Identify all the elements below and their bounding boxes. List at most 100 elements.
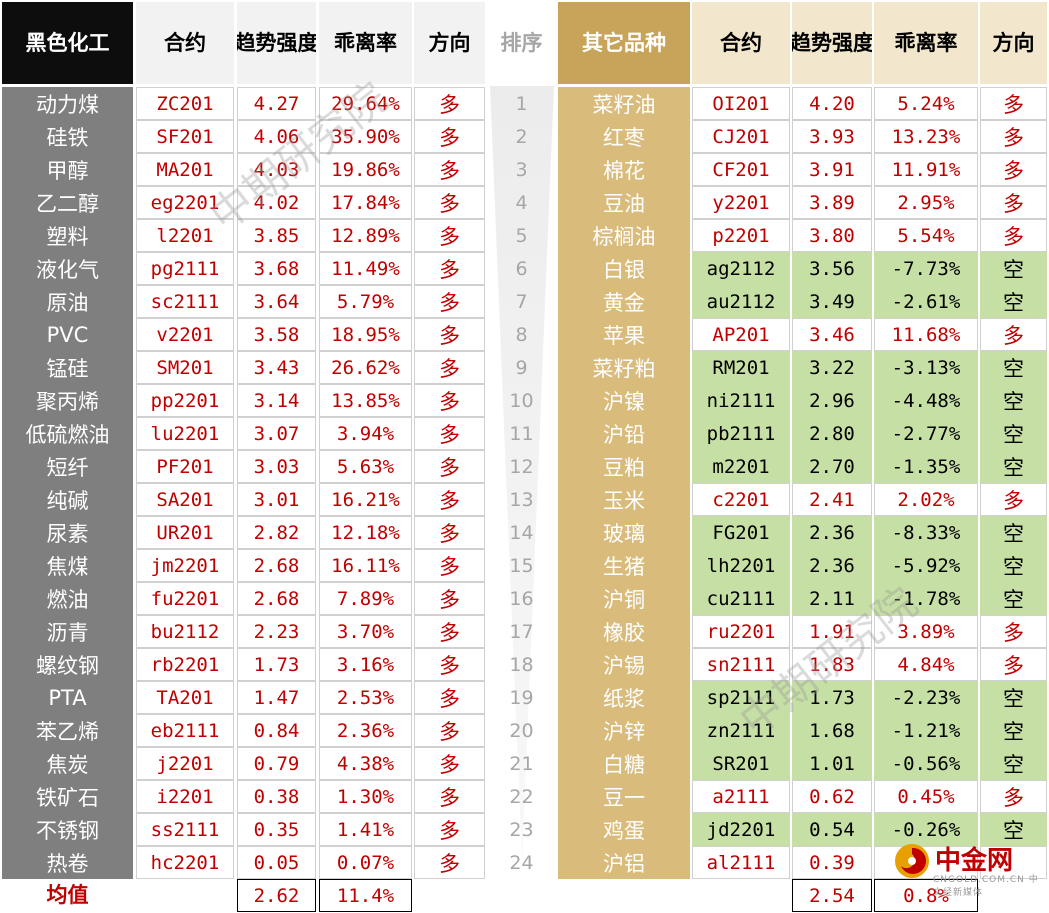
left-row-direction: 多	[414, 87, 485, 120]
right-header-deviation: 乖离率	[874, 2, 978, 84]
left-average-deviation: 11.4%	[319, 879, 412, 912]
left-row-contract: lu2201	[136, 417, 234, 450]
left-row-direction: 多	[414, 252, 485, 285]
right-row-contract: au2112	[692, 285, 790, 318]
right-row-name: 沪铜	[558, 582, 690, 615]
left-row-name: 不锈钢	[2, 813, 133, 846]
rank-header: 排序	[486, 2, 557, 84]
left-row-deviation: 3.16%	[319, 648, 412, 681]
right-row-name: 菜籽油	[558, 87, 690, 120]
right-row-direction: 空	[980, 813, 1047, 846]
right-row-trend: 3.56	[792, 252, 872, 285]
right-row-deviation: -3.13%	[874, 351, 978, 384]
left-row-direction: 多	[414, 516, 485, 549]
left-row-contract: eb2111	[136, 714, 234, 747]
right-row-deviation: -5.92%	[874, 549, 978, 582]
left-header-trend: 趋势强度	[237, 2, 316, 84]
left-row-contract: ss2111	[136, 813, 234, 846]
left-row-deviation: 13.85%	[319, 384, 412, 417]
left-row-direction: 多	[414, 450, 485, 483]
right-row-name: 沪铝	[558, 846, 690, 879]
right-row-direction: 空	[980, 516, 1047, 549]
right-row-name: 沪铅	[558, 417, 690, 450]
left-row-trend: 3.85	[237, 219, 316, 252]
left-row-name: 短纤	[2, 450, 133, 483]
rank-number: 3	[515, 158, 528, 181]
right-row-contract: ag2112	[692, 252, 790, 285]
right-row-contract: a2111	[692, 780, 790, 813]
right-row-deviation: 0.45%	[874, 780, 978, 813]
rank-number: 15	[509, 554, 534, 577]
left-row-direction: 多	[414, 648, 485, 681]
left-row-trend: 3.14	[237, 384, 316, 417]
right-average-trend: 2.54	[792, 879, 872, 912]
left-row-deviation: 5.63%	[319, 450, 412, 483]
right-row-trend: 3.46	[792, 318, 872, 351]
left-row-contract: sc2111	[136, 285, 234, 318]
right-row-direction: 多	[980, 648, 1047, 681]
left-row-contract: pp2201	[136, 384, 234, 417]
right-row-contract: y2201	[692, 186, 790, 219]
left-row-contract: PF201	[136, 450, 234, 483]
rank-number: 8	[515, 323, 528, 346]
right-row-name: 白银	[558, 252, 690, 285]
right-row-deviation: 2.95%	[874, 186, 978, 219]
left-row-contract: i2201	[136, 780, 234, 813]
left-row-name: 乙二醇	[2, 186, 133, 219]
right-row-direction: 空	[980, 714, 1047, 747]
right-row-trend: 3.80	[792, 219, 872, 252]
right-row-name: 菜籽粕	[558, 351, 690, 384]
right-row-name: 白糖	[558, 747, 690, 780]
right-row-name: 黄金	[558, 285, 690, 318]
left-row-direction: 多	[414, 318, 485, 351]
right-row-direction: 空	[980, 384, 1047, 417]
left-row-trend: 2.82	[237, 516, 316, 549]
left-row-deviation: 11.49%	[319, 252, 412, 285]
right-row-deviation: -2.77%	[874, 417, 978, 450]
right-row-trend: 2.36	[792, 549, 872, 582]
right-row-contract: m2201	[692, 450, 790, 483]
left-row-deviation: 0.07%	[319, 846, 412, 879]
left-row-deviation: 35.90%	[319, 120, 412, 153]
left-header-contract: 合约	[136, 2, 234, 84]
right-row-direction: 多	[980, 153, 1047, 186]
right-row-name: 纸浆	[558, 681, 690, 714]
right-row-deviation: -0.56%	[874, 747, 978, 780]
right-row-contract: sn2111	[692, 648, 790, 681]
left-row-direction: 多	[414, 813, 485, 846]
left-row-direction: 多	[414, 747, 485, 780]
right-row-name: 棉花	[558, 153, 690, 186]
rank-number: 9	[515, 356, 528, 379]
left-row-trend: 3.64	[237, 285, 316, 318]
left-row-name: 螺纹钢	[2, 648, 133, 681]
left-header-category: 黑色化工	[2, 2, 133, 84]
logo: 中金网 CNGOLD.COM.CN 中文经新媒体	[893, 836, 1043, 898]
right-row-direction: 多	[980, 186, 1047, 219]
right-row-deviation: 3.89%	[874, 615, 978, 648]
right-row-contract: al2111	[692, 846, 790, 879]
left-row-name: PTA	[2, 681, 133, 714]
left-row-contract: l2201	[136, 219, 234, 252]
right-row-deviation: -2.23%	[874, 681, 978, 714]
right-row-contract: RM201	[692, 351, 790, 384]
right-row-contract: jd2201	[692, 813, 790, 846]
left-row-deviation: 12.18%	[319, 516, 412, 549]
right-row-trend: 2.36	[792, 516, 872, 549]
rank-number: 6	[515, 257, 528, 280]
left-row-contract: UR201	[136, 516, 234, 549]
rank-number: 5	[515, 224, 528, 247]
right-row-trend: 2.96	[792, 384, 872, 417]
rank-number: 16	[509, 587, 534, 610]
rank-number: 7	[515, 290, 528, 313]
right-row-deviation: 4.84%	[874, 648, 978, 681]
right-header-category: 其它品种	[558, 2, 690, 84]
right-row-direction: 空	[980, 549, 1047, 582]
right-row-trend: 3.49	[792, 285, 872, 318]
rank-number: 19	[509, 686, 534, 709]
right-row-name: 沪镍	[558, 384, 690, 417]
right-row-trend: 3.89	[792, 186, 872, 219]
right-row-direction: 多	[980, 615, 1047, 648]
left-row-deviation: 2.36%	[319, 714, 412, 747]
left-row-direction: 多	[414, 681, 485, 714]
left-row-deviation: 3.70%	[319, 615, 412, 648]
